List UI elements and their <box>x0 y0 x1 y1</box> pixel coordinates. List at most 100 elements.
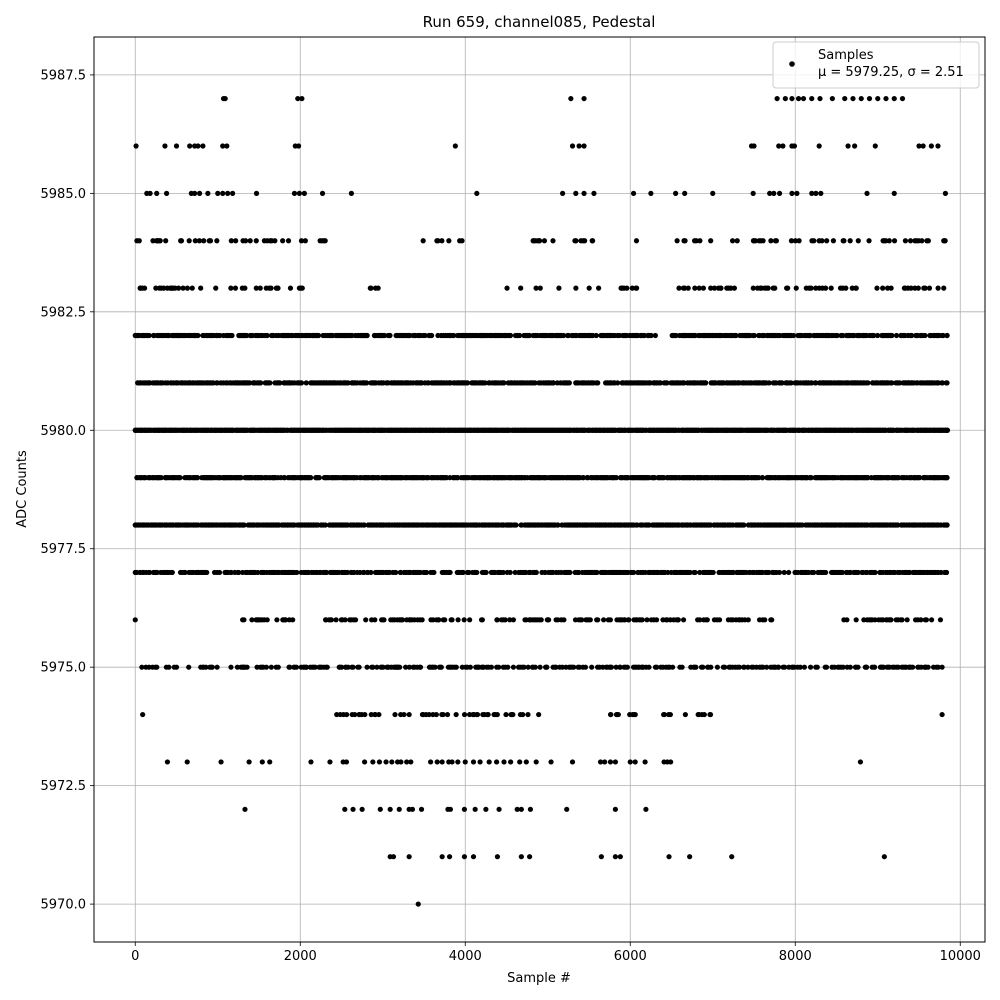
data-point <box>794 190 800 196</box>
data-point <box>253 285 259 291</box>
data-point <box>813 190 819 196</box>
data-point <box>214 664 220 670</box>
data-point <box>944 332 950 339</box>
data-point <box>762 617 768 623</box>
data-point <box>855 238 861 244</box>
data-point <box>201 238 207 244</box>
data-point <box>334 711 340 718</box>
data-point <box>839 569 845 576</box>
data-point <box>779 380 785 386</box>
data-point <box>941 285 947 291</box>
data-point <box>819 238 825 244</box>
data-point <box>479 617 485 623</box>
data-point <box>587 617 593 623</box>
data-point <box>419 617 425 623</box>
data-point <box>842 95 848 102</box>
data-point <box>864 190 870 196</box>
y-tick-label: 5985.0 <box>41 187 87 202</box>
data-point <box>800 95 807 102</box>
data-point <box>751 332 757 339</box>
data-point <box>303 664 310 670</box>
data-point <box>420 238 426 244</box>
data-point <box>942 238 948 244</box>
data-point <box>847 238 853 244</box>
data-point <box>830 238 837 244</box>
data-point <box>380 664 386 670</box>
data-point <box>446 854 453 860</box>
data-point <box>173 664 180 670</box>
data-point <box>617 664 623 670</box>
data-point <box>631 569 637 576</box>
data-point <box>182 569 188 576</box>
data-point <box>328 617 335 623</box>
data-point <box>362 711 368 718</box>
data-point <box>364 664 370 670</box>
data-point <box>483 569 489 576</box>
data-point <box>595 617 601 623</box>
data-point <box>789 95 795 102</box>
data-point <box>920 143 926 149</box>
data-point <box>703 380 709 386</box>
data-point <box>222 95 228 102</box>
data-point <box>432 664 438 670</box>
data-point <box>642 759 648 765</box>
data-point <box>233 238 239 244</box>
data-point <box>140 711 146 718</box>
data-point <box>734 238 740 244</box>
data-point <box>823 285 829 291</box>
data-point <box>282 617 289 623</box>
data-point <box>467 664 473 670</box>
data-point <box>204 569 210 576</box>
data-point <box>567 569 573 576</box>
data-point <box>308 759 314 765</box>
data-point <box>782 664 788 670</box>
data-point <box>902 238 909 244</box>
data-point <box>718 285 724 291</box>
data-point <box>364 380 370 386</box>
data-point <box>440 711 446 718</box>
data-point <box>180 285 186 291</box>
data-point <box>788 238 795 244</box>
data-point <box>797 664 803 670</box>
data-point <box>192 190 198 196</box>
data-point <box>550 380 556 386</box>
data-point <box>593 332 599 339</box>
data-point <box>147 190 153 196</box>
data-point <box>439 238 445 244</box>
data-point <box>178 238 185 244</box>
data-point <box>197 190 203 196</box>
data-point <box>673 190 679 196</box>
data-point <box>866 238 872 244</box>
data-point <box>935 143 941 149</box>
data-point <box>855 664 861 670</box>
data-point <box>438 664 444 670</box>
data-point <box>769 617 775 623</box>
data-point <box>857 759 864 765</box>
data-point <box>232 285 239 291</box>
data-point <box>312 664 318 670</box>
data-point <box>654 664 660 670</box>
data-point <box>571 664 577 670</box>
data-point <box>224 143 230 149</box>
data-point <box>773 238 779 244</box>
data-point <box>617 854 623 860</box>
data-points-layer <box>132 95 951 907</box>
data-point <box>364 332 370 339</box>
data-point <box>681 285 688 291</box>
data-point <box>807 664 814 670</box>
data-point <box>657 380 664 386</box>
data-point <box>944 522 950 528</box>
data-point <box>461 711 468 718</box>
data-point <box>244 664 250 670</box>
data-point <box>537 285 543 291</box>
data-point <box>559 664 566 670</box>
data-point <box>594 569 600 576</box>
data-point <box>527 854 533 860</box>
data-point <box>505 664 511 670</box>
data-point <box>431 569 437 576</box>
data-point <box>470 854 477 860</box>
data-point <box>370 759 376 765</box>
data-point <box>136 238 142 244</box>
x-tick-label: 2000 <box>284 949 317 964</box>
data-point <box>294 569 300 576</box>
